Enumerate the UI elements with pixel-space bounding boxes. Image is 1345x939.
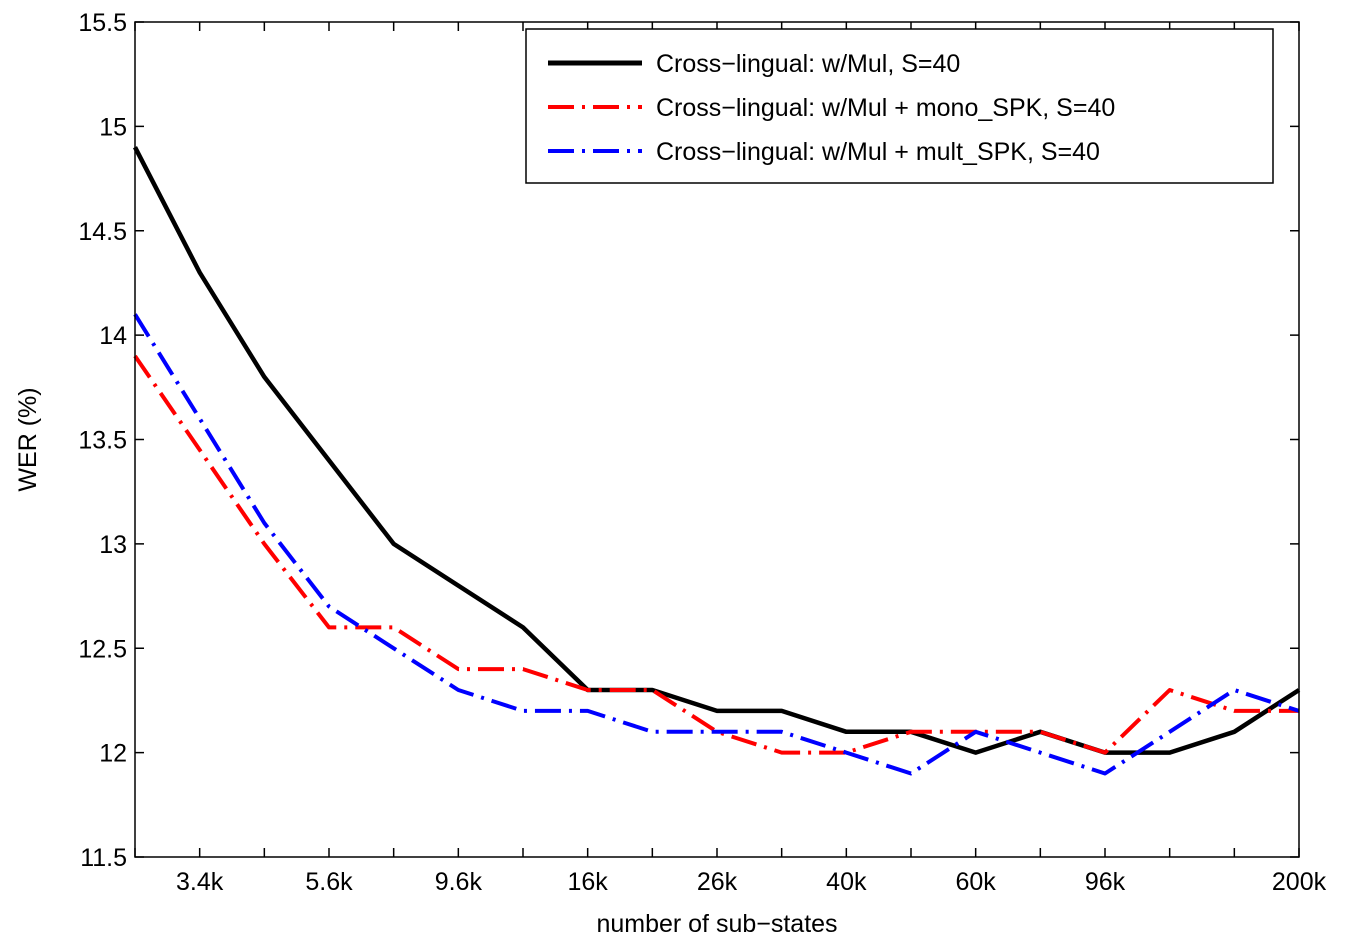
- x-tick-label: 40k: [826, 868, 867, 896]
- x-axis-label: number of sub−states: [596, 910, 837, 938]
- x-tick-label: 26k: [697, 868, 738, 896]
- x-tick-label: 9.6k: [435, 868, 483, 896]
- y-tick-label: 11.5: [80, 844, 127, 872]
- y-tick-label: 12.5: [78, 635, 127, 663]
- series-line-2: [133, 354, 1299, 755]
- legend-label: Cross−lingual: w/Mul + mono_SPK, S=40: [656, 94, 1115, 122]
- legend-box: [525, 28, 1274, 184]
- legend-label: Cross−lingual: w/Mul, S=40: [656, 50, 960, 78]
- y-tick-label: 12: [99, 740, 127, 768]
- y-tick-label: 14.5: [78, 218, 127, 246]
- axis-ticks: 11.5 12 12.5 13 13.5 14 14.5 15 15.5 3.4k 5.6k 9.6k…: [78, 9, 1326, 896]
- series-line-3: [133, 313, 1300, 776]
- x-tick-label: 5.6k: [305, 868, 353, 896]
- legend-label: Cross−lingual: w/Mul + mult_SPK, S=40: [656, 138, 1100, 166]
- plot-lines: [133, 146, 1301, 776]
- series-line-1: [133, 146, 1301, 755]
- x-tick-label: 3.4k: [176, 868, 224, 896]
- x-tick-label: 96k: [1085, 868, 1126, 896]
- y-tick-label: 13: [99, 531, 127, 559]
- y-tick-label: 14: [99, 322, 127, 350]
- y-axis-label: WER (%): [14, 387, 42, 491]
- legend: Cross−lingual: w/Mul, S=40 Cross−lingual:…: [525, 28, 1274, 184]
- y-tick-label: 15: [99, 113, 127, 141]
- y-tick-label: 15.5: [78, 9, 127, 37]
- x-tick-label: 16k: [568, 868, 609, 896]
- x-tick-label: 60k: [956, 868, 997, 896]
- x-tick-label: 200k: [1272, 868, 1327, 896]
- y-tick-label: 13.5: [78, 427, 127, 455]
